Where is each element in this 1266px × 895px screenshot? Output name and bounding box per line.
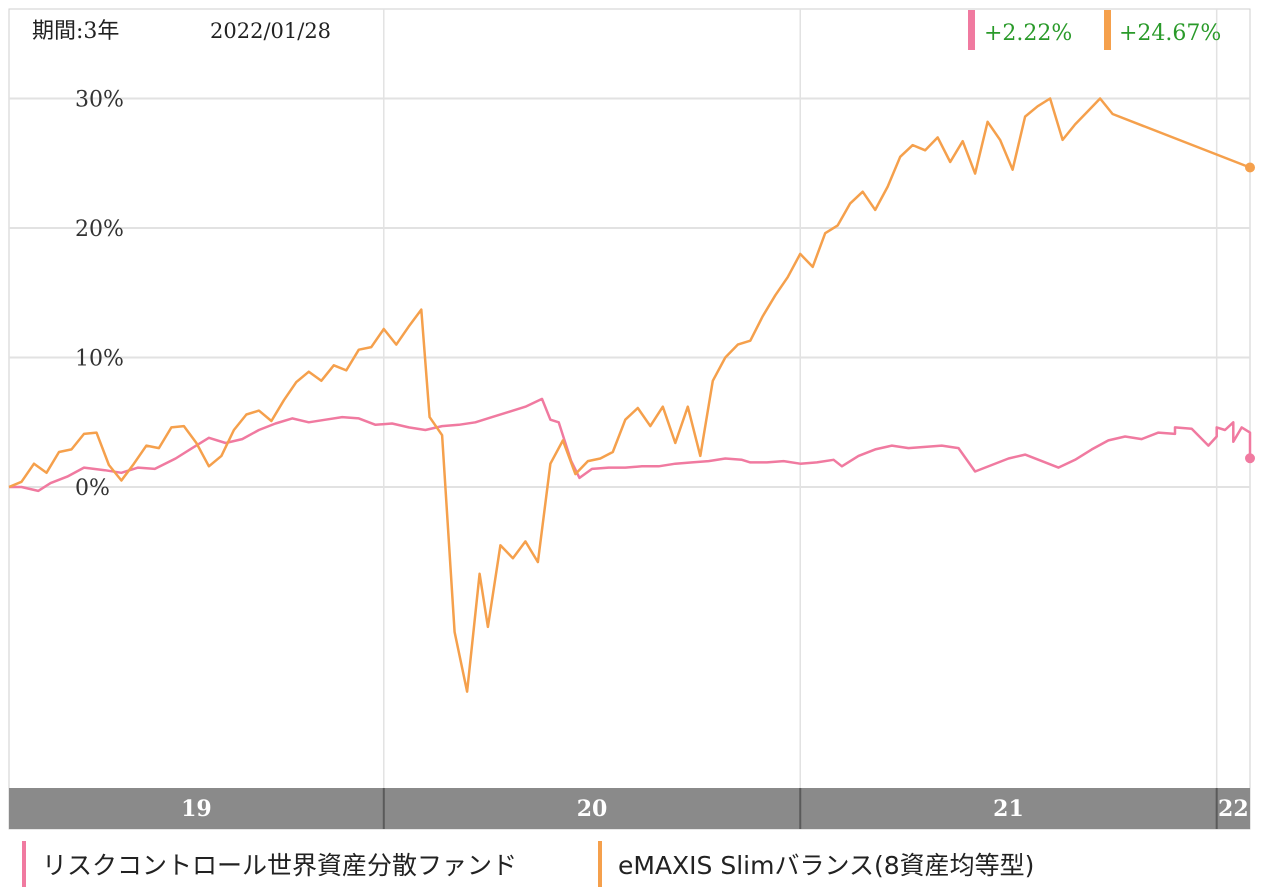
y-tick-label: 10% <box>75 347 124 372</box>
legend-label: リスクコントロール世界資産分散ファンド <box>42 851 518 880</box>
plot-frame <box>8 8 1251 830</box>
period-label: 期間:3年 <box>32 19 119 44</box>
chart-legend: リスクコントロール世界資産分散ファンド eMAXIS Slimバランス(8資産均… <box>0 832 1266 892</box>
series-line-0 <box>9 397 1252 493</box>
chart-canvas: 30% 20% 10% 0% 19 20 21 22 期間:3年 2022/01/28 +2… <box>8 8 1255 830</box>
return-value-b: +24.67% <box>1119 21 1221 46</box>
y-axis-labels: 30% 20% 10% 0% <box>75 88 124 502</box>
legend-item-risk-control: リスクコントロール世界資産分散ファンド <box>22 840 517 888</box>
x-tick-label: 22 <box>1218 796 1249 822</box>
series-end-marker-1 <box>1245 162 1255 173</box>
legend-item-emaxis: eMAXIS Slimバランス(8資産均等型) <box>598 840 1034 888</box>
x-tick-label: 21 <box>993 796 1024 822</box>
date-label: 2022/01/28 <box>210 19 331 43</box>
legend-label: eMAXIS Slimバランス(8資産均等型) <box>618 851 1035 880</box>
series-line-1 <box>8 97 1251 693</box>
x-axis-band <box>9 788 1250 829</box>
x-tick-label: 20 <box>577 796 608 822</box>
y-tick-label: 30% <box>75 88 124 113</box>
return-swatch-b <box>1104 10 1111 50</box>
y-tick-label: 0% <box>75 476 110 501</box>
return-value-a: +2.22% <box>984 21 1072 46</box>
y-tick-label: 20% <box>75 217 124 242</box>
grid-lines <box>9 9 1250 788</box>
legend-swatch-orange <box>598 841 602 887</box>
x-tick-label: 19 <box>181 796 212 822</box>
series-lines <box>8 97 1255 693</box>
x-axis-bar: 19 20 21 22 <box>9 788 1250 829</box>
series-end-marker-0 <box>1245 453 1255 464</box>
return-swatch-a <box>968 10 975 50</box>
legend-swatch-pink <box>22 841 26 887</box>
